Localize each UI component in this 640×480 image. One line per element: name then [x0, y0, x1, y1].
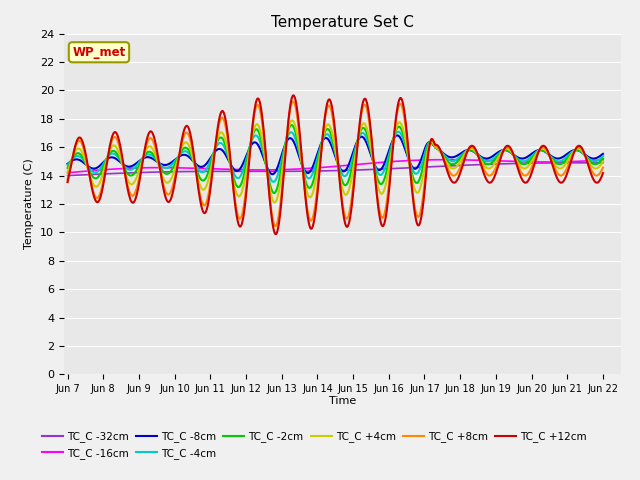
- TC_C -8cm: [127, 164, 134, 169]
- TC_C +12cm: [303, 204, 310, 210]
- TC_C -16cm: [291, 166, 299, 172]
- TC_C +12cm: [64, 179, 72, 185]
- Line: TC_C +4cm: TC_C +4cm: [68, 120, 603, 203]
- TC_C -32cm: [291, 168, 299, 174]
- TC_C -8cm: [105, 155, 113, 161]
- TC_C +4cm: [64, 169, 72, 175]
- TC_C -8cm: [291, 142, 299, 147]
- TC_C +8cm: [369, 153, 377, 158]
- TC_C -32cm: [599, 160, 607, 166]
- TC_C -2cm: [287, 122, 295, 128]
- TC_C -2cm: [64, 165, 72, 171]
- X-axis label: Time: Time: [329, 396, 356, 406]
- TC_C -4cm: [369, 155, 376, 161]
- TC_C +4cm: [289, 118, 296, 123]
- TC_C -32cm: [312, 168, 319, 174]
- TC_C +4cm: [105, 149, 113, 155]
- TC_C +12cm: [272, 231, 280, 237]
- TC_C -2cm: [292, 129, 300, 135]
- TC_C -16cm: [302, 166, 310, 171]
- TC_C -8cm: [64, 161, 72, 167]
- TC_C -32cm: [369, 167, 376, 172]
- TC_C -2cm: [127, 173, 134, 179]
- Line: TC_C +8cm: TC_C +8cm: [68, 101, 603, 226]
- Line: TC_C -8cm: TC_C -8cm: [68, 135, 603, 174]
- TC_C -4cm: [291, 135, 299, 141]
- TC_C -16cm: [64, 170, 72, 176]
- TC_C +4cm: [127, 181, 134, 187]
- TC_C +4cm: [292, 124, 300, 130]
- TC_C -4cm: [599, 154, 607, 159]
- TC_C -4cm: [127, 167, 134, 173]
- TC_C +12cm: [312, 203, 320, 209]
- TC_C +8cm: [303, 201, 310, 207]
- TC_C -4cm: [105, 153, 113, 158]
- Line: TC_C -4cm: TC_C -4cm: [68, 132, 603, 182]
- TC_C -2cm: [369, 157, 377, 163]
- TC_C -8cm: [599, 151, 607, 157]
- TC_C +12cm: [599, 170, 607, 176]
- TC_C -2cm: [312, 167, 320, 172]
- TC_C -8cm: [369, 157, 376, 163]
- TC_C -16cm: [105, 167, 113, 172]
- TC_C -2cm: [303, 181, 310, 187]
- TC_C -32cm: [302, 168, 310, 174]
- Title: Temperature Set C: Temperature Set C: [271, 15, 414, 30]
- TC_C -8cm: [302, 169, 310, 175]
- TC_C +12cm: [127, 197, 134, 203]
- TC_C -16cm: [599, 157, 607, 163]
- TC_C +8cm: [271, 223, 279, 229]
- TC_C -2cm: [599, 156, 607, 161]
- TC_C -32cm: [127, 170, 134, 176]
- TC_C -2cm: [270, 190, 278, 196]
- TC_C +8cm: [292, 104, 300, 109]
- TC_C -4cm: [64, 162, 72, 168]
- Line: TC_C +12cm: TC_C +12cm: [68, 96, 603, 234]
- TC_C +4cm: [599, 158, 607, 164]
- TC_C -16cm: [127, 165, 134, 171]
- TC_C +12cm: [105, 147, 113, 153]
- TC_C -8cm: [268, 171, 276, 177]
- TC_C +4cm: [271, 200, 278, 205]
- TC_C +8cm: [105, 148, 113, 154]
- TC_C -16cm: [312, 165, 319, 171]
- TC_C -32cm: [105, 171, 113, 177]
- Text: WP_met: WP_met: [72, 46, 125, 59]
- TC_C +4cm: [369, 157, 377, 163]
- Line: TC_C -2cm: TC_C -2cm: [68, 125, 603, 193]
- Legend: TC_C -32cm, TC_C -16cm, TC_C -8cm, TC_C -4cm, TC_C -2cm, TC_C +4cm, TC_C +8cm, T: TC_C -32cm, TC_C -16cm, TC_C -8cm, TC_C …: [38, 427, 591, 463]
- TC_C +8cm: [312, 195, 320, 201]
- TC_C +8cm: [64, 177, 72, 182]
- TC_C +4cm: [303, 188, 310, 193]
- TC_C -4cm: [312, 161, 319, 167]
- TC_C +12cm: [369, 150, 377, 156]
- TC_C +4cm: [312, 175, 320, 181]
- TC_C +12cm: [289, 93, 297, 98]
- Line: TC_C -32cm: TC_C -32cm: [68, 163, 603, 176]
- TC_C +8cm: [127, 192, 134, 197]
- TC_C -32cm: [64, 173, 72, 179]
- TC_C -8cm: [394, 132, 401, 138]
- TC_C -32cm: [582, 160, 589, 166]
- TC_C -4cm: [394, 129, 402, 134]
- TC_C -16cm: [369, 160, 376, 166]
- TC_C -2cm: [105, 152, 113, 157]
- TC_C -8cm: [312, 156, 319, 161]
- TC_C +8cm: [599, 165, 607, 170]
- TC_C -16cm: [442, 157, 449, 163]
- Y-axis label: Temperature (C): Temperature (C): [24, 158, 35, 250]
- TC_C +12cm: [292, 97, 300, 103]
- TC_C -4cm: [270, 179, 278, 185]
- TC_C +8cm: [289, 98, 297, 104]
- TC_C -4cm: [302, 173, 310, 179]
- Line: TC_C -16cm: TC_C -16cm: [68, 160, 603, 173]
